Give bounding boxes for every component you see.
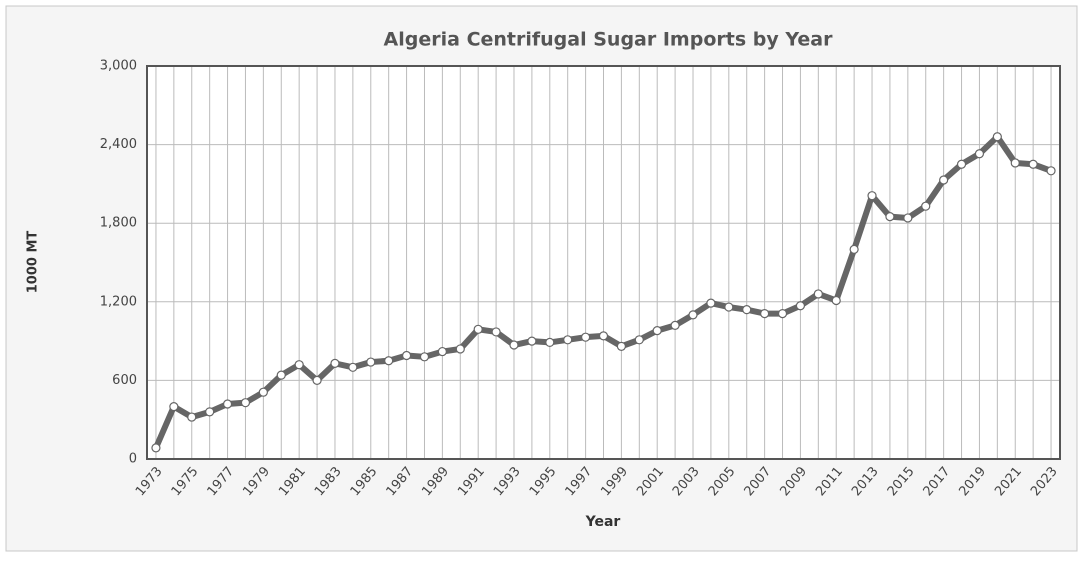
- data-point: [563, 335, 573, 345]
- data-point: [760, 308, 770, 319]
- data-point: [885, 212, 895, 222]
- data-point: [276, 370, 286, 380]
- y-tick-label: 600: [112, 373, 137, 388]
- data-point: [688, 310, 698, 320]
- data-point: [401, 350, 412, 361]
- data-point: [294, 360, 304, 370]
- data-point: [509, 340, 519, 350]
- data-point: [670, 320, 680, 330]
- data-point: [455, 344, 465, 354]
- y-tick-label: 1,800: [100, 216, 137, 231]
- y-axis-title: 1000 MT: [26, 231, 41, 294]
- data-point: [1010, 158, 1020, 168]
- data-point: [903, 213, 913, 223]
- data-point: [616, 341, 627, 351]
- y-tick-label: 0: [129, 452, 137, 467]
- data-point: [724, 302, 734, 312]
- data-point: [580, 332, 591, 342]
- chart-title: Algeria Centrifugal Sugar Imports by Yea…: [384, 29, 834, 51]
- data-point: [795, 301, 806, 311]
- data-point: [437, 346, 447, 357]
- data-point: [366, 357, 376, 367]
- data-point: [491, 327, 501, 337]
- data-point: [849, 244, 859, 254]
- y-tick-label: 1,200: [100, 294, 137, 309]
- y-tick-label: 3,000: [100, 59, 137, 74]
- data-point: [921, 201, 931, 211]
- data-point: [419, 352, 430, 362]
- data-point: [742, 305, 752, 315]
- data-point: [151, 443, 161, 453]
- y-tick-label: 2,400: [100, 137, 137, 152]
- data-point: [312, 375, 322, 385]
- data-point: [939, 175, 949, 185]
- data-point: [598, 331, 609, 341]
- data-point: [867, 191, 877, 201]
- data-point: [974, 149, 985, 159]
- data-point: [169, 402, 179, 412]
- data-point: [384, 356, 394, 366]
- data-point: [831, 295, 841, 306]
- data-point: [652, 326, 662, 336]
- data-point: [330, 358, 340, 368]
- data-point: [473, 324, 483, 334]
- data-point: [545, 337, 555, 348]
- data-point: [222, 399, 233, 409]
- data-point: [634, 335, 644, 345]
- data-point: [1028, 159, 1038, 169]
- data-point: [258, 387, 268, 397]
- data-point: [706, 298, 716, 308]
- x-axis-title: Year: [585, 514, 621, 530]
- plot-border: [146, 65, 1061, 460]
- data-point: [1046, 166, 1056, 176]
- data-point: [956, 159, 967, 169]
- data-point: [813, 289, 823, 299]
- data-point: [205, 407, 215, 417]
- data-point: [187, 412, 197, 422]
- data-point: [348, 362, 358, 372]
- data-point: [240, 398, 251, 408]
- data-point: [527, 336, 537, 346]
- data-point: [992, 132, 1002, 142]
- data-point: [777, 308, 788, 319]
